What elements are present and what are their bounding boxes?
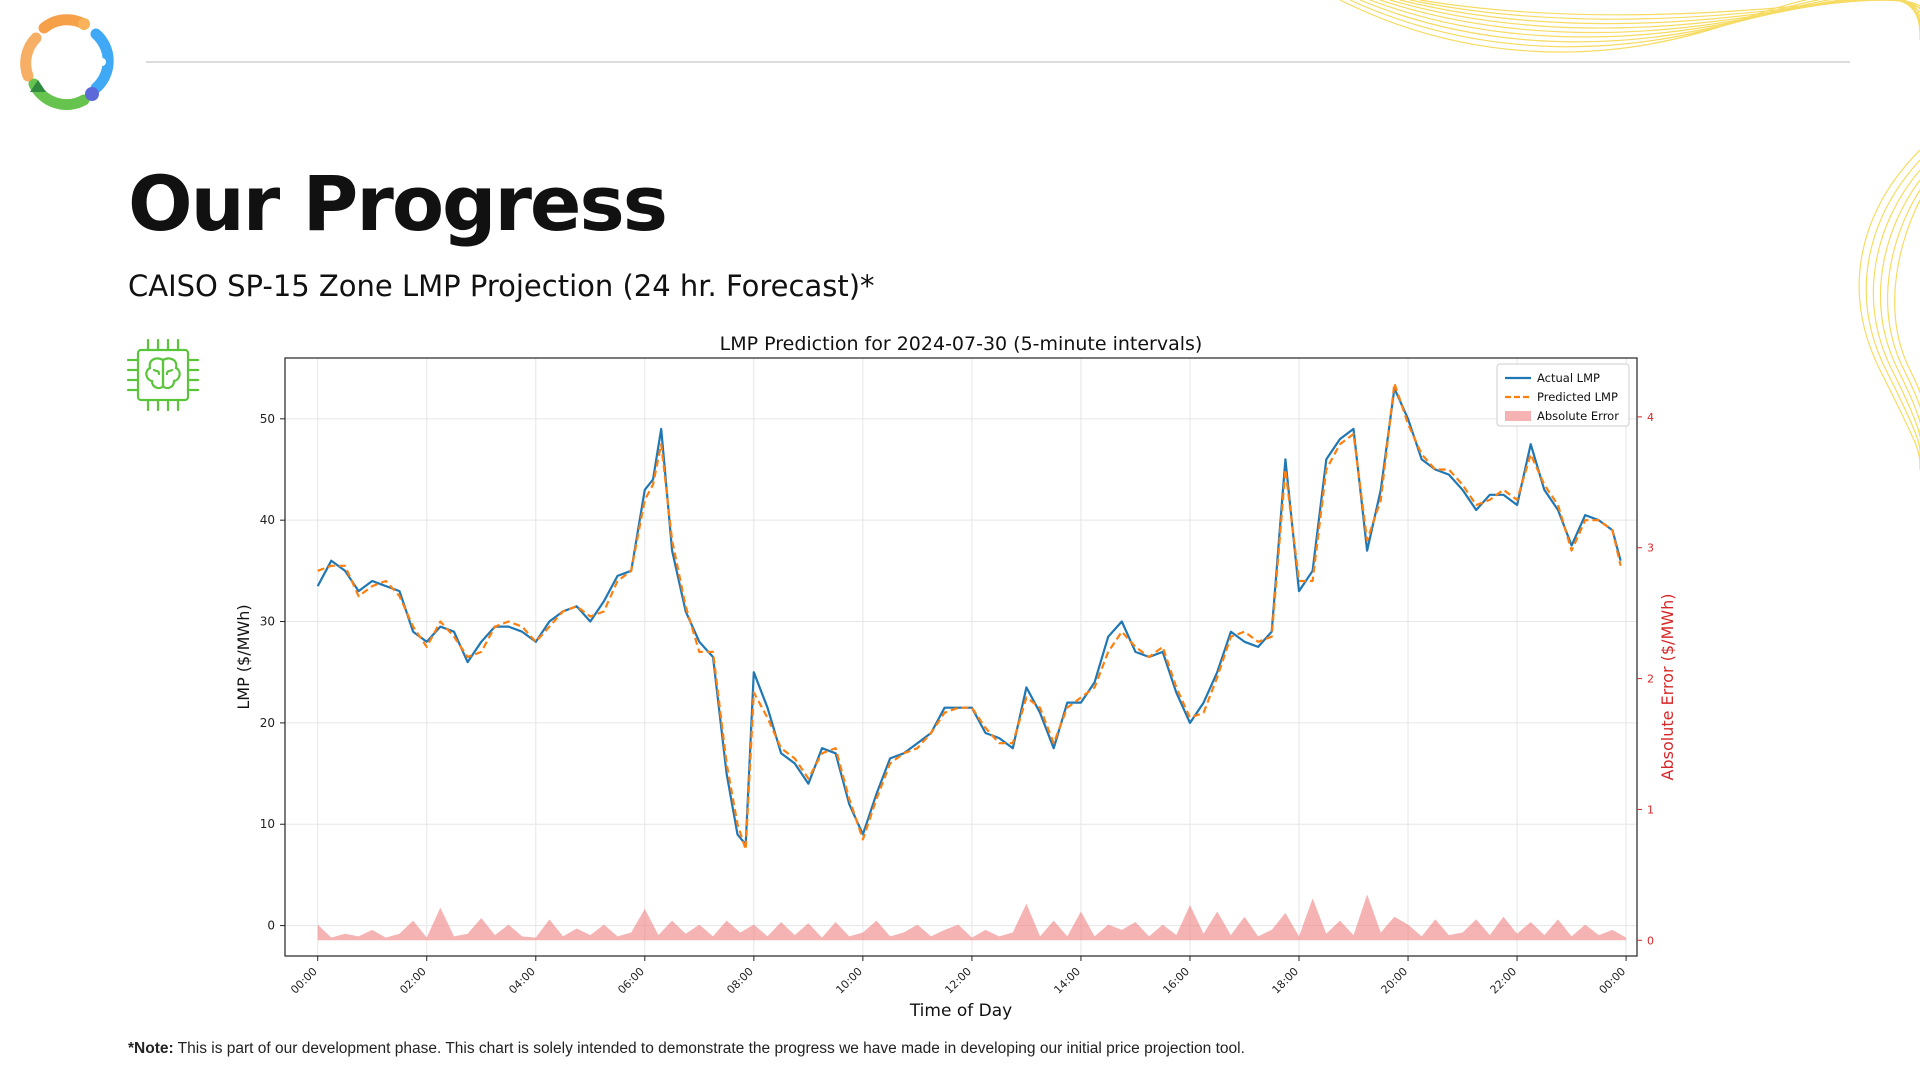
y2-tick-label: 1: [1647, 803, 1654, 816]
x-tick-label: 14:00: [1051, 965, 1083, 997]
chart-svg: 0 10 20 30 40 50 0 1 2 3 4 00:00 02:00 04:00 06:00 08:0…: [234, 333, 1677, 1021]
y2-axis-label: Absolute Error ($/MWh): [1658, 594, 1677, 781]
y2-tick-label: 0: [1647, 934, 1654, 947]
x-tick-label: 22:00: [1488, 965, 1520, 997]
footnote-text: This is part of our development phase. T…: [173, 1040, 1245, 1057]
legend-label: Absolute Error: [1537, 409, 1619, 423]
x-tick-label: 00:00: [288, 965, 320, 997]
footnote-prefix: *Note:: [128, 1040, 174, 1057]
decorative-waves-top: [1340, 0, 1920, 53]
legend-label: Predicted LMP: [1537, 390, 1618, 404]
y-tick-label: 20: [260, 716, 275, 730]
brain-chip-icon: [126, 338, 200, 412]
absolute-error-area: [317, 894, 1627, 941]
x-tick-label: 00:00: [1597, 965, 1629, 997]
x-tick-label: 04:00: [506, 965, 538, 997]
x-tick-label: 20:00: [1379, 965, 1411, 997]
predicted-lmp-line: [317, 382, 1622, 851]
x-tick-label: 02:00: [397, 965, 429, 997]
y-tick-label: 0: [267, 919, 275, 933]
legend-swatch-error: [1505, 411, 1531, 421]
lmp-chart: 0 10 20 30 40 50 0 1 2 3 4 00:00 02:00 04:00 06:00 08:0…: [225, 328, 1685, 1028]
circular-logo-icon: [20, 14, 114, 110]
y-tick-label: 50: [260, 412, 275, 426]
chart-title: LMP Prediction for 2024-07-30 (5-minute …: [720, 333, 1203, 355]
plot-frame: [284, 357, 1638, 957]
x-tick-label: 16:00: [1160, 965, 1192, 997]
y-tick-label: 10: [260, 817, 275, 831]
decorative-waves-right: [1858, 150, 1920, 470]
page-subtitle: CAISO SP-15 Zone LMP Projection (24 hr. …: [128, 269, 875, 303]
x-tick-label: 08:00: [724, 965, 756, 997]
y-tick-label: 40: [260, 513, 275, 527]
page-title: Our Progress: [128, 159, 668, 248]
y2-tick-label: 4: [1647, 411, 1654, 424]
x-axis-label: Time of Day: [909, 1001, 1012, 1021]
x-tick-label: 18:00: [1270, 965, 1302, 997]
y2-tick-label: 3: [1647, 542, 1654, 555]
footnote: *Note: This is part of our development p…: [128, 1040, 1245, 1058]
x-tick-label: 06:00: [615, 965, 647, 997]
legend-box: [1496, 363, 1630, 427]
header-divider: [146, 61, 1850, 63]
legend-label: Actual LMP: [1537, 371, 1600, 385]
x-tick-label: 10:00: [833, 965, 865, 997]
y2-tick-label: 2: [1647, 673, 1654, 686]
x-tick-label: 12:00: [942, 965, 974, 997]
y-axis-label: LMP ($/MWh): [234, 604, 253, 709]
y-tick-label: 30: [260, 615, 275, 629]
